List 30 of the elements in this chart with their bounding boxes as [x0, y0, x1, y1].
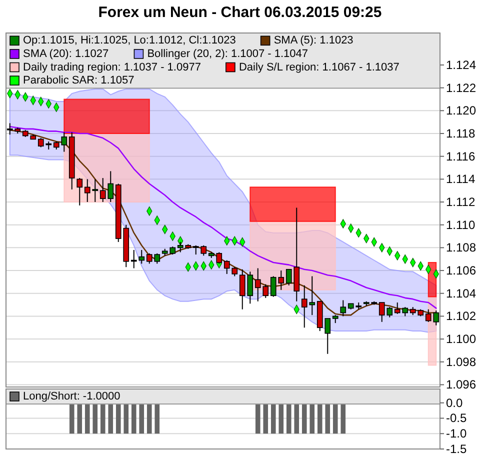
y-tick-label: 1.102	[446, 309, 476, 324]
y-tick-label: -1.5	[446, 442, 468, 456]
legend-label: Parabolic SAR: 1.1057	[23, 74, 134, 87]
y-tick-label: 1.110	[446, 218, 476, 232]
y-tick-label: -1.0	[446, 426, 468, 441]
y-tick-label: 1.104	[446, 286, 476, 300]
y-tick-label: 0.0	[446, 396, 464, 410]
y-tick-label: 1.108	[446, 240, 476, 255]
y-tick-label: 1.106	[446, 264, 476, 278]
legend-label: Op:1.1015, Hi:1.1025, Lo:1.1012, Cl:1.1023	[23, 34, 236, 47]
candlestick	[340, 300, 346, 317]
legend-label: Bollinger (20, 2): 1.1007 - 1.1047	[147, 48, 308, 60]
legend-label: Daily S/L region: 1.1067 - 1.1037	[238, 61, 400, 74]
y-tick-label: 1.100	[446, 332, 476, 346]
y-tick-label: 1.120	[446, 104, 476, 118]
y-tick-label: -0.5	[446, 411, 468, 426]
y-tick-label: 1.116	[446, 149, 476, 164]
legend-label: SMA (5): 1.1023	[274, 34, 354, 47]
y-tick-label: 1.122	[446, 80, 476, 95]
y-tick-label: 1.124	[446, 58, 476, 72]
legend-label: Daily trading region: 1.1037 - 1.0977	[23, 61, 201, 74]
legend-label: Long/Short: -1.0000	[23, 390, 120, 402]
y-tick-label: 1.114	[446, 172, 476, 186]
y-tick-label: 1.112	[446, 195, 476, 210]
chart-title: Forex um Neun - Chart 06.03.2015 09:25	[98, 4, 382, 21]
legend-label: SMA (20): 1.1027	[23, 48, 109, 60]
y-tick-label: 1.098	[446, 354, 476, 369]
y-tick-label: 1.096	[446, 378, 476, 392]
candlestick	[76, 178, 83, 206]
y-tick-label: 1.118	[446, 126, 476, 140]
